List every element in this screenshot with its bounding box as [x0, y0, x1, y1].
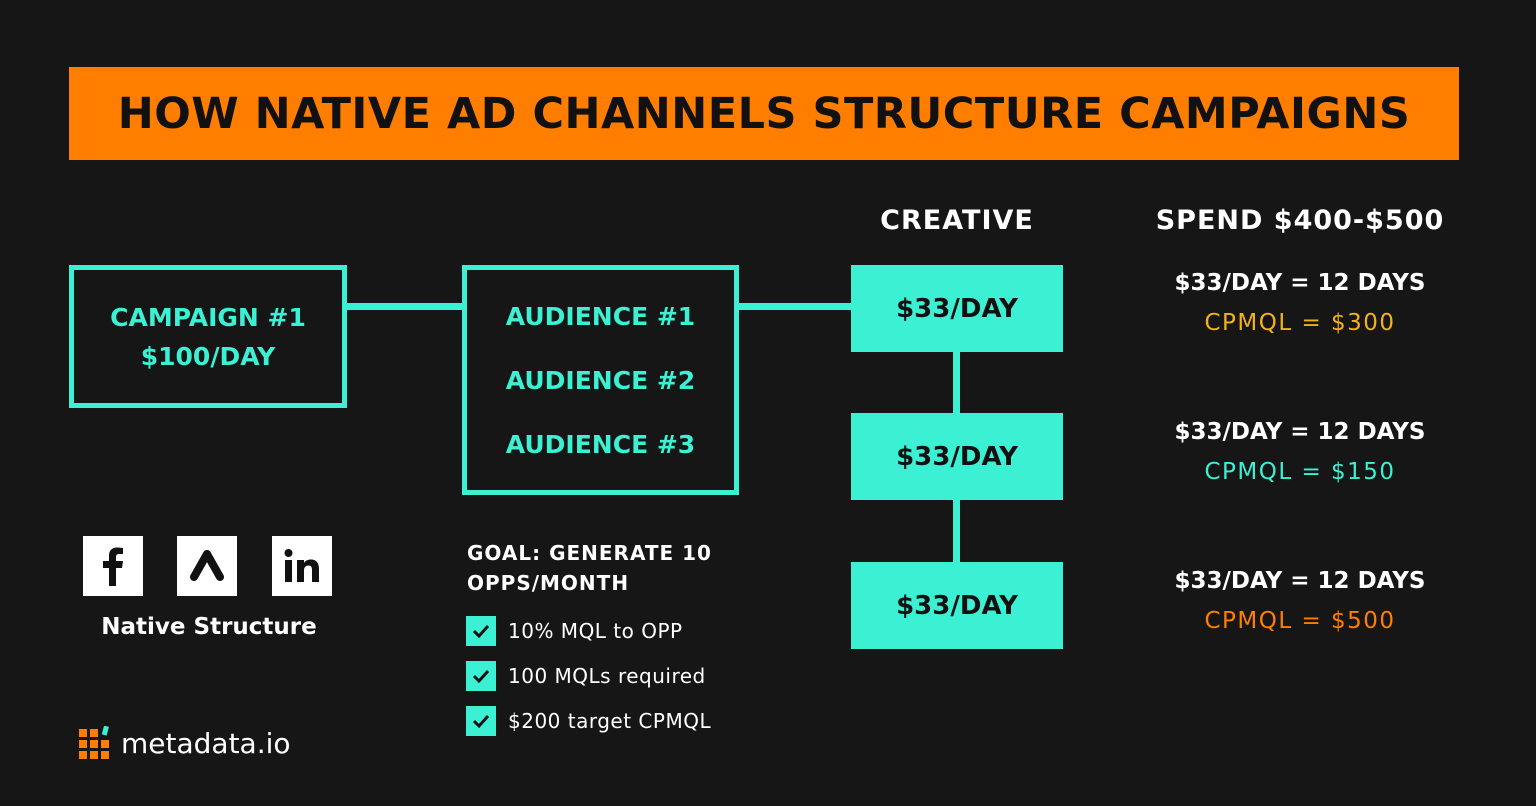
google-ads-icon	[177, 536, 237, 596]
checkmark-icon	[466, 661, 496, 691]
spend-row-1: $33/DAY = 12 DAYS CPMQL = $300	[1140, 270, 1460, 336]
spend-heading: SPEND $400-$500	[1155, 205, 1445, 236]
native-structure-label: Native Structure	[101, 614, 317, 640]
audiences-box: AUDIENCE #1 AUDIENCE #2 AUDIENCE #3	[462, 265, 739, 495]
facebook-icon	[83, 536, 143, 596]
spend-rule-3: $33/DAY = 12 DAYS	[1174, 568, 1426, 594]
title-banner: HOW NATIVE AD CHANNELS STRUCTURE CAMPAIG…	[69, 67, 1459, 160]
creative-heading: CREATIVE	[880, 205, 1034, 236]
goal-item-2: 100 MQLs required	[466, 661, 706, 691]
checkmark-icon	[466, 706, 496, 736]
connector-campaign-audience	[345, 303, 465, 310]
goal-item-1: 10% MQL to OPP	[466, 616, 683, 646]
cpmql-2: CPMQL = $150	[1204, 459, 1396, 485]
creative-box-3: $33/DAY	[851, 562, 1063, 649]
metadata-logo-icon	[79, 726, 109, 759]
goal-line-2: OPPS/MONTH	[467, 571, 630, 595]
connector-audience-creative	[737, 303, 853, 310]
linkedin-icon	[272, 536, 332, 596]
spend-rule-1: $33/DAY = 12 DAYS	[1174, 270, 1426, 296]
audience-2: AUDIENCE #2	[505, 365, 696, 395]
goal-item-3: $200 target CPMQL	[466, 706, 711, 736]
creative-box-2: $33/DAY	[851, 413, 1063, 500]
spend-row-3: $33/DAY = 12 DAYS CPMQL = $500	[1140, 568, 1460, 634]
audience-3: AUDIENCE #3	[505, 429, 696, 459]
goal-line-1: GOAL: GENERATE 10	[467, 541, 712, 565]
checkmark-icon	[466, 616, 496, 646]
campaign-box: CAMPAIGN #1 $100/DAY	[69, 265, 347, 408]
spend-row-2: $33/DAY = 12 DAYS CPMQL = $150	[1140, 419, 1460, 485]
creative-budget-3: $33/DAY	[896, 590, 1018, 621]
page-title: HOW NATIVE AD CHANNELS STRUCTURE CAMPAIG…	[117, 88, 1411, 139]
creative-budget-1: $33/DAY	[896, 293, 1018, 324]
brand-logo: metadata.io	[79, 726, 291, 760]
creative-box-1: $33/DAY	[851, 265, 1063, 352]
goal-item-text-1: 10% MQL to OPP	[508, 619, 683, 643]
goal-heading: GOAL: GENERATE 10 OPPS/MONTH	[467, 538, 712, 598]
spend-rule-2: $33/DAY = 12 DAYS	[1174, 419, 1426, 445]
audience-1: AUDIENCE #1	[505, 301, 696, 331]
goal-item-text-2: 100 MQLs required	[508, 664, 706, 688]
campaign-name: CAMPAIGN #1	[110, 302, 306, 332]
cpmql-1: CPMQL = $300	[1204, 310, 1396, 336]
campaign-budget: $100/DAY	[140, 341, 276, 371]
cpmql-3: CPMQL = $500	[1204, 608, 1396, 634]
brand-name: metadata.io	[121, 726, 291, 760]
goal-item-text-3: $200 target CPMQL	[508, 709, 712, 733]
creative-budget-2: $33/DAY	[896, 441, 1018, 472]
